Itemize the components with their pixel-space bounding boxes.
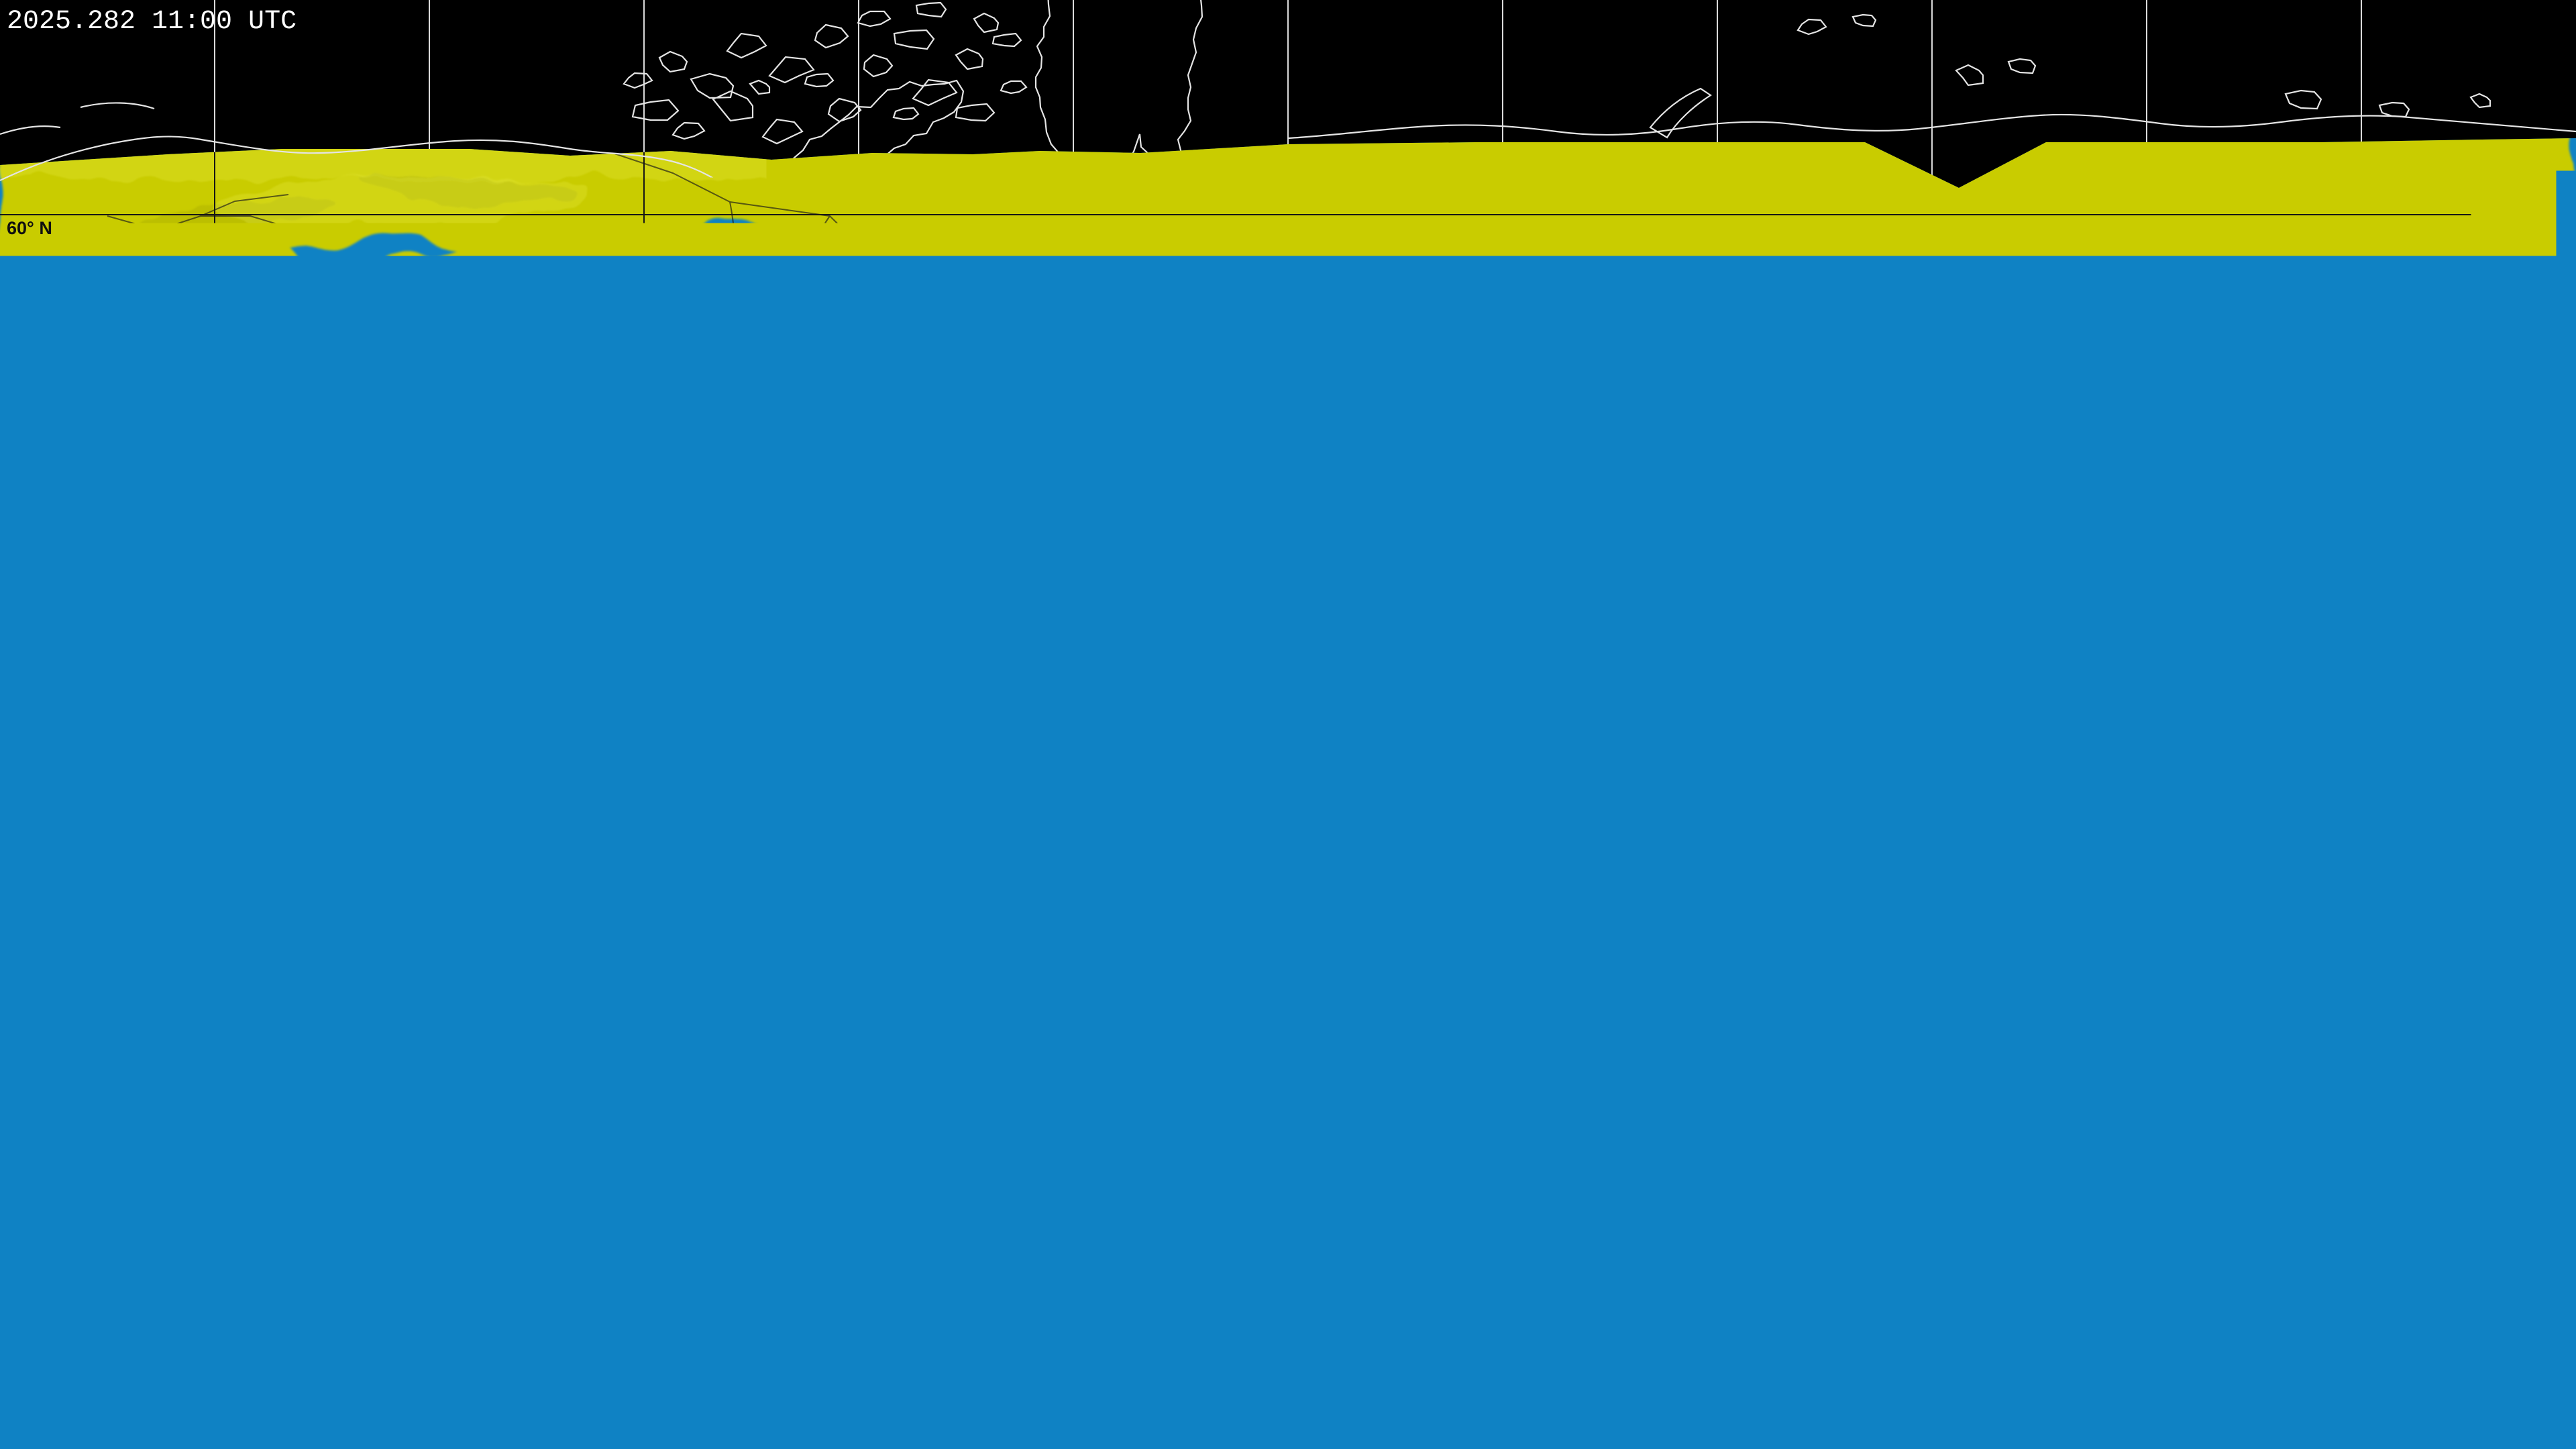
svg-text:30° S: 30° S xyxy=(7,864,51,884)
svg-text:210: 210 xyxy=(955,1343,1008,1377)
svg-text:200: 200 xyxy=(867,1343,920,1377)
svg-text:220: 220 xyxy=(1043,1343,1096,1377)
svg-text:300: 300 xyxy=(1748,1343,1801,1377)
svg-text:310: 310 xyxy=(1836,1343,1889,1377)
svg-text:230: 230 xyxy=(1131,1343,1184,1377)
svg-text:60° S: 60° S xyxy=(7,1079,51,1099)
svg-text:180: 180 xyxy=(691,1343,744,1377)
svg-text:30° N: 30° N xyxy=(7,433,52,453)
svg-text:260: 260 xyxy=(1395,1343,1448,1377)
svg-text:2025.282 11:00 UTC: 2025.282 11:00 UTC xyxy=(7,7,297,37)
svg-text:190: 190 xyxy=(779,1343,832,1377)
svg-text:240: 240 xyxy=(1220,1343,1273,1377)
svg-text:270: 270 xyxy=(1484,1343,1537,1377)
svg-text:280: 280 xyxy=(1572,1343,1625,1377)
svg-text:290: 290 xyxy=(1660,1343,1713,1377)
svg-text:60° N: 60° N xyxy=(7,218,52,238)
svg-text:Brightness Temperature in 6.75: Brightness Temperature in 6.75um, Kelvin xyxy=(918,1377,1658,1411)
svg-text:250: 250 xyxy=(1307,1343,1360,1377)
svg-text:0° N: 0° N xyxy=(7,649,42,669)
